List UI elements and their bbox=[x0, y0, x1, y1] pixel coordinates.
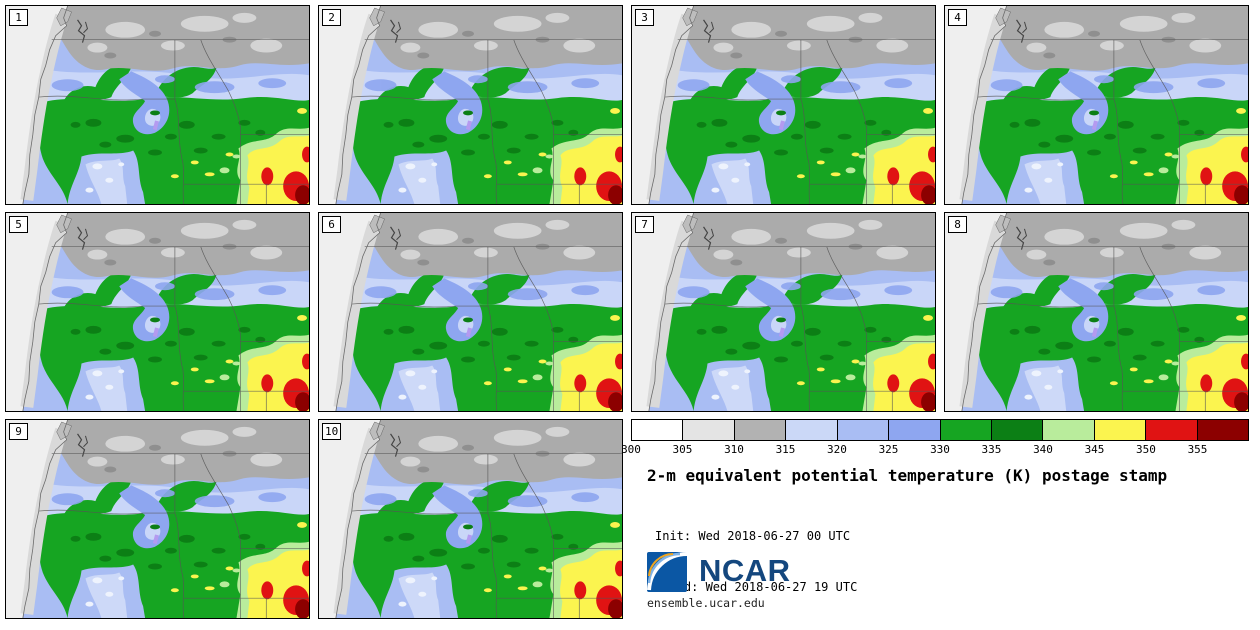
colorbar-tick: 305 bbox=[672, 443, 693, 456]
postage-stamp-map bbox=[945, 6, 1248, 204]
member-number-badge: 6 bbox=[322, 216, 341, 233]
colorbar-tick: 335 bbox=[981, 443, 1002, 456]
postage-stamp-map bbox=[945, 213, 1248, 411]
ncar-logo-icon bbox=[647, 551, 688, 592]
colorbar-tick: 325 bbox=[878, 443, 899, 456]
member-number-badge: 4 bbox=[948, 9, 967, 26]
colorbar-tick-labels: 300 305 310 315 320 325 330 335 340 345 … bbox=[621, 443, 1249, 457]
ensemble-member-panel-9: 9 bbox=[5, 419, 310, 619]
ensemble-member-panel-5: 5 bbox=[5, 212, 310, 412]
valid-time: Valid: Wed 2018-06-27 19 UTC bbox=[655, 580, 858, 594]
ensemble-member-panel-4: 4 bbox=[944, 5, 1249, 205]
colorbar-tick: 300 bbox=[621, 443, 641, 456]
ensemble-member-panel-6: 6 bbox=[318, 212, 623, 412]
postage-stamp-map bbox=[632, 213, 935, 411]
colorbar-segment bbox=[632, 420, 684, 440]
postage-stamp-map bbox=[6, 213, 309, 411]
colorbar-tick: 315 bbox=[775, 443, 796, 456]
postage-stamp-map bbox=[319, 213, 622, 411]
colorbar-segment bbox=[889, 420, 941, 440]
colorbar-tick: 340 bbox=[1033, 443, 1053, 456]
colorbar-segment bbox=[1043, 420, 1095, 440]
ensemble-member-panel-8: 8 bbox=[944, 212, 1249, 412]
ensemble-member-panel-2: 2 bbox=[318, 5, 623, 205]
ensemble-url: ensemble.ucar.edu bbox=[647, 596, 765, 610]
colorbar-segment bbox=[991, 420, 1044, 440]
ensemble-member-panel-1: 1 bbox=[5, 5, 310, 205]
colorbar-segment bbox=[786, 420, 838, 440]
ensemble-member-panel-3: 3 bbox=[631, 5, 936, 205]
member-number-badge: 8 bbox=[948, 216, 967, 233]
postage-stamp-map bbox=[319, 420, 622, 618]
ensemble-member-panel-10: 10 bbox=[318, 419, 623, 619]
postage-stamp-map bbox=[319, 6, 622, 204]
member-number-badge: 5 bbox=[9, 216, 28, 233]
ensemble-member-panel-7: 7 bbox=[631, 212, 936, 412]
colorbar-tick: 355 bbox=[1187, 443, 1208, 456]
member-number-badge: 9 bbox=[9, 423, 28, 440]
member-number-badge: 10 bbox=[322, 423, 342, 440]
member-number-badge: 7 bbox=[635, 216, 654, 233]
colorbar-tick: 345 bbox=[1084, 443, 1105, 456]
colorbar: 300 305 310 315 320 325 330 335 340 345 … bbox=[621, 419, 1249, 457]
colorbar-tick: 330 bbox=[930, 443, 950, 456]
postage-stamp-map bbox=[632, 6, 935, 204]
member-number-badge: 1 bbox=[9, 9, 28, 26]
postage-stamp-map bbox=[6, 6, 309, 204]
colorbar-segment bbox=[1197, 420, 1249, 440]
legend-and-caption-area: 300 305 310 315 320 325 330 335 340 345 … bbox=[621, 419, 1249, 619]
plot-title: 2-m equivalent potential temperature (K)… bbox=[647, 466, 1168, 485]
colorbar-tick: 350 bbox=[1136, 443, 1156, 456]
postage-stamp-map bbox=[6, 420, 309, 618]
colorbar-segment bbox=[1146, 420, 1198, 440]
ncar-branding: NCAR bbox=[647, 550, 791, 592]
colorbar-segment bbox=[837, 420, 890, 440]
plot-times: Init: Wed 2018-06-27 00 UTC Valid: Wed 2… bbox=[655, 494, 1249, 630]
colorbar-segment bbox=[683, 420, 735, 440]
init-time: Init: Wed 2018-06-27 00 UTC bbox=[655, 529, 851, 543]
colorbar-tick: 320 bbox=[827, 443, 847, 456]
ncar-wordmark: NCAR bbox=[699, 553, 791, 588]
colorbar-tick: 310 bbox=[724, 443, 744, 456]
member-number-badge: 2 bbox=[322, 9, 341, 26]
colorbar-segment bbox=[940, 420, 992, 440]
colorbar-segment bbox=[734, 420, 787, 440]
colorbar-segment bbox=[1094, 420, 1147, 440]
member-number-badge: 3 bbox=[635, 9, 654, 26]
